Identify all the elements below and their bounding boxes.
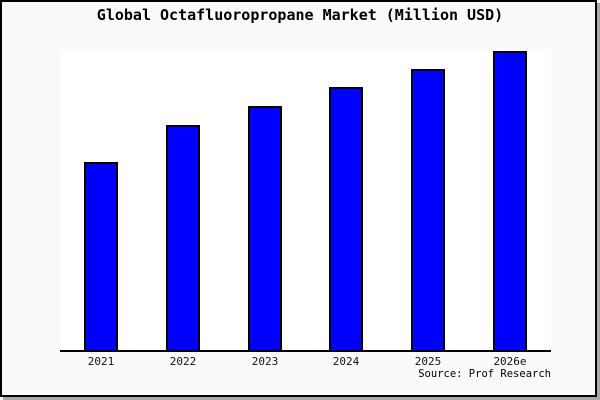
bar-2021 [84, 162, 118, 351]
x-tick-label-2022: 2022 [169, 355, 197, 368]
x-tick-label-2024: 2024 [332, 355, 360, 368]
source-note: Source: Prof Research [418, 368, 551, 380]
bar-2024 [329, 87, 363, 351]
plot-area [60, 49, 551, 351]
x-tick-label-2026e: 2026e [493, 355, 527, 368]
bar-2026e [493, 51, 527, 351]
x-tick-label-2021: 2021 [87, 355, 115, 368]
chart-title: Global Octafluoropropane Market (Million… [96, 6, 504, 24]
x-tick-label-2023: 2023 [251, 355, 279, 368]
bar-2025 [411, 69, 445, 351]
bar-2022 [166, 125, 200, 351]
x-axis-line [60, 350, 551, 352]
x-tick-label-2025: 2025 [414, 355, 442, 368]
bar-2023 [248, 106, 282, 351]
